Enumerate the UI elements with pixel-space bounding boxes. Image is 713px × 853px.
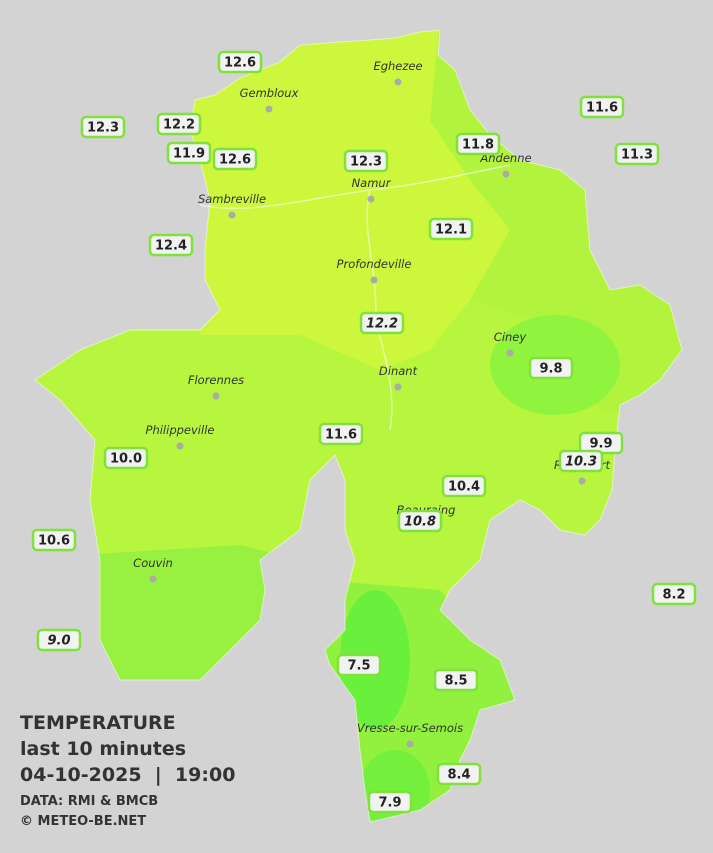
city-dot bbox=[370, 276, 378, 284]
legend-copyright: © METEO-BE.NET bbox=[20, 814, 146, 829]
legend-subtitle: last 10 minutes bbox=[20, 738, 186, 760]
station-box bbox=[166, 141, 212, 165]
station-value: 12.6 bbox=[224, 56, 256, 71]
station-value: 12.1 bbox=[435, 223, 467, 238]
city-dot bbox=[228, 211, 236, 219]
city-label: Gembloux bbox=[240, 86, 299, 100]
station-value: 9.9 bbox=[589, 437, 612, 452]
station-box bbox=[212, 147, 258, 171]
station-value: 11.6 bbox=[325, 428, 357, 443]
station-box bbox=[455, 132, 501, 156]
station-value: 7.9 bbox=[378, 796, 401, 811]
station-value: 10.6 bbox=[38, 534, 70, 549]
city-dot bbox=[578, 477, 586, 485]
station-box bbox=[614, 142, 660, 166]
station-box bbox=[318, 422, 364, 446]
city-dot bbox=[394, 78, 402, 86]
station-box bbox=[36, 628, 82, 652]
station-box bbox=[80, 115, 126, 139]
station-box bbox=[359, 311, 405, 335]
station-box bbox=[343, 149, 389, 173]
station-value: 9.0 bbox=[47, 634, 70, 649]
city-label: Namur bbox=[352, 176, 392, 190]
station-value: 10.3 bbox=[565, 455, 597, 470]
city-label: Sambreville bbox=[198, 192, 266, 206]
station-value: 8.4 bbox=[447, 768, 470, 783]
station-box bbox=[558, 449, 604, 473]
city-label: Couvin bbox=[133, 556, 173, 570]
station-value: 11.9 bbox=[173, 147, 205, 162]
station-box bbox=[31, 528, 77, 552]
station-value: 8.2 bbox=[662, 588, 685, 603]
city-dot bbox=[506, 349, 514, 357]
station-box bbox=[579, 95, 625, 119]
station-value: 11.3 bbox=[621, 148, 653, 163]
station-value: 12.3 bbox=[350, 155, 382, 170]
city-label: Vresse-sur-Semois bbox=[357, 721, 463, 735]
station-box bbox=[156, 112, 202, 136]
station-value: 12.2 bbox=[163, 118, 195, 133]
city-dot bbox=[406, 740, 414, 748]
city-dot bbox=[502, 170, 510, 178]
station-box bbox=[428, 217, 474, 241]
city-dot bbox=[265, 105, 273, 113]
legend-title: TEMPERATURE bbox=[20, 712, 176, 734]
station-box bbox=[528, 356, 574, 380]
city-dot bbox=[394, 383, 402, 391]
city-dot bbox=[212, 392, 220, 400]
station-value: 12.6 bbox=[219, 153, 251, 168]
station-box bbox=[436, 762, 482, 786]
station-box bbox=[367, 790, 413, 814]
city-dot bbox=[367, 195, 375, 203]
city-label: Eghezee bbox=[373, 59, 422, 73]
station-box bbox=[103, 446, 149, 470]
station-value: 11.8 bbox=[462, 138, 494, 153]
station-box bbox=[651, 582, 697, 606]
city-dot bbox=[149, 575, 157, 583]
city-label: Ciney bbox=[494, 330, 527, 344]
city-label: Philippeville bbox=[146, 423, 215, 437]
city-label: Florennes bbox=[188, 373, 244, 387]
legend-datetime: 04-10-2025 | 19:00 bbox=[20, 764, 235, 786]
station-box bbox=[336, 653, 382, 677]
station-value: 9.8 bbox=[539, 362, 562, 377]
station-value: 10.8 bbox=[404, 515, 436, 530]
station-value: 12.2 bbox=[366, 317, 398, 332]
station-value: 12.3 bbox=[87, 121, 119, 136]
station-value: 10.0 bbox=[110, 452, 142, 467]
city-label: Dinant bbox=[379, 364, 418, 378]
station-box bbox=[148, 233, 194, 257]
station-value: 11.6 bbox=[586, 101, 618, 116]
legend-source: DATA: RMI & BMCB bbox=[20, 794, 158, 809]
station-value: 10.4 bbox=[448, 480, 480, 495]
station-value: 7.5 bbox=[347, 659, 370, 674]
city-dot bbox=[176, 442, 184, 450]
station-box bbox=[441, 474, 487, 498]
city-label: Profondeville bbox=[337, 257, 412, 271]
station-value: 12.4 bbox=[155, 239, 187, 254]
station-value: 8.5 bbox=[444, 674, 467, 689]
station-box bbox=[397, 509, 443, 533]
station-box bbox=[217, 50, 263, 74]
station-box bbox=[433, 668, 479, 692]
